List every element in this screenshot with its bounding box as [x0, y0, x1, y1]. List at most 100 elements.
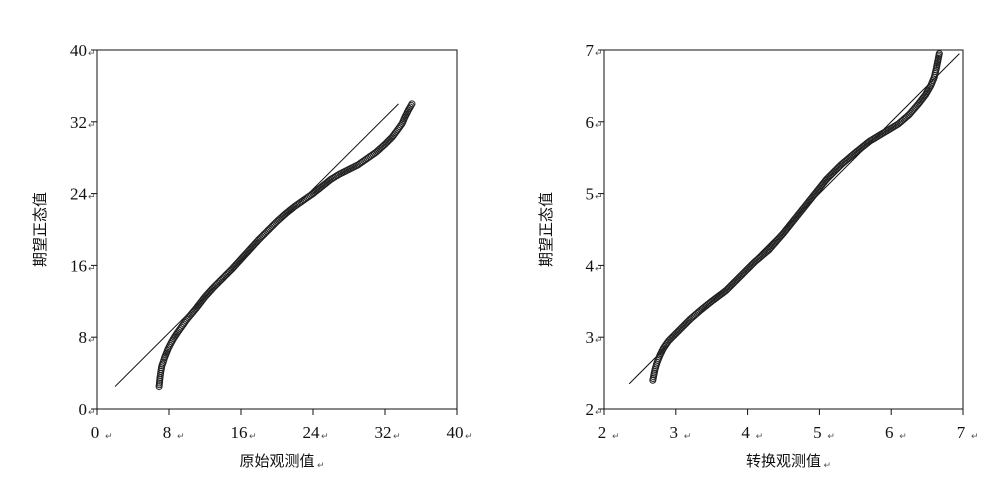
- y-tick-label: 40: [70, 41, 87, 60]
- return-mark-icon: ↵: [756, 432, 764, 442]
- return-mark-icon: ↵: [88, 264, 96, 274]
- data-point: [675, 326, 683, 334]
- return-mark-icon: ↵: [684, 432, 692, 442]
- data-point: [678, 324, 686, 332]
- data-point: [681, 320, 689, 328]
- y-tick-label: 8: [79, 328, 88, 347]
- data-point: [764, 247, 772, 255]
- x-tick-label: 6: [885, 423, 894, 442]
- data-point: [831, 167, 839, 175]
- return-mark-icon: ↵: [595, 336, 603, 346]
- data-point: [724, 284, 732, 292]
- y-axis-title: 期望正态值: [537, 192, 555, 267]
- data-point: [726, 283, 734, 291]
- data-point: [827, 170, 835, 178]
- return-mark-icon: ↵: [88, 49, 96, 59]
- data-point: [832, 166, 840, 174]
- return-mark-icon: ↵: [393, 432, 401, 442]
- x-tick-label: 5: [813, 423, 822, 442]
- x-tick-label: 8: [163, 423, 172, 442]
- data-point: [673, 328, 681, 336]
- data-point: [748, 260, 756, 268]
- data-point: [727, 282, 735, 290]
- plot-frame: [603, 49, 964, 410]
- data-point: [739, 270, 747, 278]
- data-point: [679, 322, 687, 330]
- data-point: [745, 264, 753, 272]
- y-tick-label: 7: [586, 41, 595, 60]
- return-mark-icon: ↵: [105, 432, 113, 442]
- data-point: [672, 330, 680, 338]
- x-tick-label: 16: [231, 423, 248, 442]
- data-point: [733, 276, 741, 284]
- data-point: [671, 331, 679, 339]
- return-mark-icon: ↵: [595, 49, 603, 59]
- return-mark-icon: ↵: [249, 432, 257, 442]
- y-tick-label: 5: [586, 185, 595, 204]
- return-mark-icon: ↵: [971, 432, 979, 442]
- return-mark-icon: ↵: [827, 432, 835, 442]
- y-tick-label: 2: [586, 400, 595, 419]
- y-tick-label: 6: [586, 113, 595, 132]
- return-mark-icon: ↵: [88, 193, 96, 203]
- data-point: [722, 287, 730, 295]
- data-point: [667, 334, 675, 342]
- data-point: [732, 277, 740, 285]
- data-point: [835, 163, 843, 171]
- x-tick-label: 3: [670, 423, 679, 442]
- return-mark-icon: ↵: [88, 121, 96, 131]
- return-mark-icon: ↵: [899, 432, 907, 442]
- data-point: [730, 278, 738, 286]
- return-mark-icon: ↵: [177, 432, 185, 442]
- data-point: [729, 279, 737, 287]
- return-mark-icon: ↵: [317, 461, 325, 471]
- data-point: [744, 265, 752, 273]
- y-tick-label: 4: [586, 256, 595, 275]
- x-tick-label: 32: [375, 423, 392, 442]
- return-mark-icon: ↵: [595, 121, 603, 131]
- data-point: [826, 172, 834, 180]
- data-point: [386, 135, 394, 143]
- data-point: [738, 271, 746, 279]
- data-point: [677, 325, 685, 333]
- y-tick-label: 16: [70, 256, 87, 275]
- data-point: [728, 281, 736, 289]
- data-point: [680, 321, 688, 329]
- data-point: [824, 174, 832, 182]
- return-mark-icon: ↵: [321, 432, 329, 442]
- data-point: [823, 175, 831, 183]
- return-mark-icon: ↵: [612, 432, 620, 442]
- y-tick-label: 0: [79, 400, 88, 419]
- return-mark-icon: ↵: [595, 193, 603, 203]
- data-point: [383, 138, 391, 146]
- data-point: [385, 137, 393, 145]
- data-point: [665, 337, 673, 345]
- data-point: [830, 168, 838, 176]
- return-mark-icon: ↵: [88, 336, 96, 346]
- x-tick-label: 24: [303, 423, 321, 442]
- return-mark-icon: ↵: [595, 408, 603, 418]
- data-point: [734, 275, 742, 283]
- data-point: [407, 101, 415, 109]
- x-tick-label: 4: [741, 423, 750, 442]
- data-point: [746, 263, 754, 271]
- data-point: [408, 100, 416, 108]
- data-point: [683, 319, 691, 327]
- data-point: [666, 336, 674, 344]
- data-point: [674, 327, 682, 335]
- data-point: [825, 173, 833, 181]
- x-tick-label: 0: [91, 423, 100, 442]
- data-point: [735, 273, 743, 281]
- data-point: [935, 50, 943, 58]
- qq-plot-raw: 0 ↵8 ↵16 ↵24 ↵32 ↵40 ↵0 ↵ 8 ↵ 16 ↵ 24 ↵ 32 ↵ 40 ↵原始观测值 ↵期望…: [31, 41, 473, 471]
- x-axis-title: 原始观测值: [239, 452, 314, 470]
- data-point: [747, 261, 755, 269]
- x-tick-label: 7: [957, 423, 966, 442]
- data-point: [381, 140, 389, 148]
- plot-frame: [96, 49, 458, 410]
- x-axis-title: 转换观测值: [746, 452, 821, 470]
- data-point: [741, 267, 749, 275]
- data-point: [382, 139, 390, 147]
- data-point: [684, 318, 692, 326]
